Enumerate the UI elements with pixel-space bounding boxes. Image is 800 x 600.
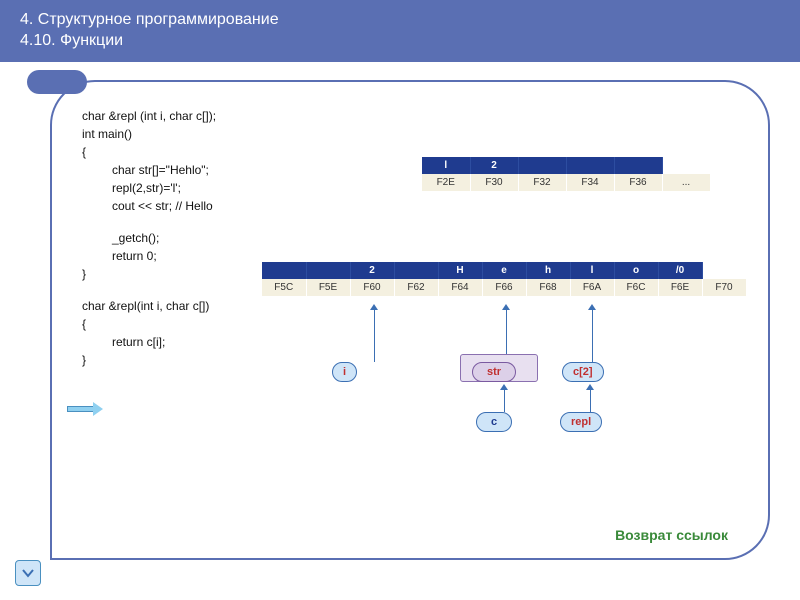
code-line: { — [82, 143, 216, 161]
mem-addr: F5E — [306, 279, 350, 296]
memory-strip-bottom: 2 H e h l o /0 F5C F5E F60 F62 F64 F66 F… — [262, 262, 747, 296]
mem-addr: F2E — [422, 174, 470, 191]
mem-addr: F66 — [482, 279, 526, 296]
frame-tab-bump — [27, 70, 87, 94]
node-repl: repl — [560, 412, 602, 432]
arrow-icon — [588, 304, 596, 362]
memory-strip-top: l 2 F2E F30 F32 F34 F36 ... — [422, 157, 711, 191]
mem-addr: F30 — [470, 174, 518, 191]
node-c2: c[2] — [562, 362, 604, 382]
header-line-2: 4.10. Функции — [20, 31, 780, 52]
arrow-icon — [502, 304, 510, 358]
mem-addr: F60 — [350, 279, 394, 296]
slide-caption: Возврат ссылок — [615, 527, 728, 543]
arrow-icon — [370, 304, 378, 362]
mem-addr: F68 — [526, 279, 570, 296]
mem-cell — [394, 262, 438, 279]
code-line: return c[i]; — [82, 333, 216, 351]
mem-cell: e — [482, 262, 526, 279]
slide-header: 4. Структурное программирование 4.10. Фу… — [0, 0, 800, 62]
code-line: char &repl(int i, char c[]) — [82, 297, 216, 315]
return-arrow-icon — [67, 402, 102, 414]
mem-cell: 2 — [350, 262, 394, 279]
mem-cell: H — [438, 262, 482, 279]
mem-addr: F6C — [614, 279, 658, 296]
content-frame: char &repl (int i, char c[]); int main()… — [50, 80, 770, 560]
nav-down-button[interactable] — [15, 560, 41, 586]
code-line: cout << str; // Hello — [82, 197, 216, 215]
mem-addr: F64 — [438, 279, 482, 296]
mem-cell: o — [614, 262, 658, 279]
mem-addr: F36 — [614, 174, 662, 191]
code-line: } — [82, 351, 216, 369]
code-line: char &repl (int i, char c[]); — [82, 107, 216, 125]
mem-cell — [614, 157, 662, 174]
node-c: c — [476, 412, 512, 432]
mem-addr: F6E — [658, 279, 702, 296]
code-line: { — [82, 315, 216, 333]
mem-addr: F32 — [518, 174, 566, 191]
node-str: str — [472, 362, 516, 382]
mem-cell: h — [526, 262, 570, 279]
code-line: char str[]="Hehlo"; — [82, 161, 216, 179]
mem-addr: F34 — [566, 174, 614, 191]
mem-addr: F70 — [702, 279, 746, 296]
mem-cell — [306, 262, 350, 279]
code-line: } — [82, 265, 216, 283]
chevron-down-icon — [21, 566, 35, 580]
code-listing: char &repl (int i, char c[]); int main()… — [82, 107, 216, 369]
mem-addr: ... — [662, 174, 710, 191]
header-line-1: 4. Структурное программирование — [20, 10, 780, 31]
mem-cell: /0 — [658, 262, 702, 279]
mem-cell: 2 — [470, 157, 518, 174]
mem-cell — [518, 157, 566, 174]
mem-cell — [262, 262, 306, 279]
code-line: _getch(); — [82, 229, 216, 247]
mem-addr: F6A — [570, 279, 614, 296]
mem-cell — [566, 157, 614, 174]
code-line: repl(2,str)='l'; — [82, 179, 216, 197]
node-i: i — [332, 362, 357, 382]
arrow-icon — [500, 384, 508, 412]
mem-addr: F62 — [394, 279, 438, 296]
code-line: return 0; — [82, 247, 216, 265]
mem-addr: F5C — [262, 279, 306, 296]
arrow-icon — [586, 384, 594, 412]
mem-cell: l — [422, 157, 470, 174]
code-line: int main() — [82, 125, 216, 143]
mem-cell: l — [570, 262, 614, 279]
